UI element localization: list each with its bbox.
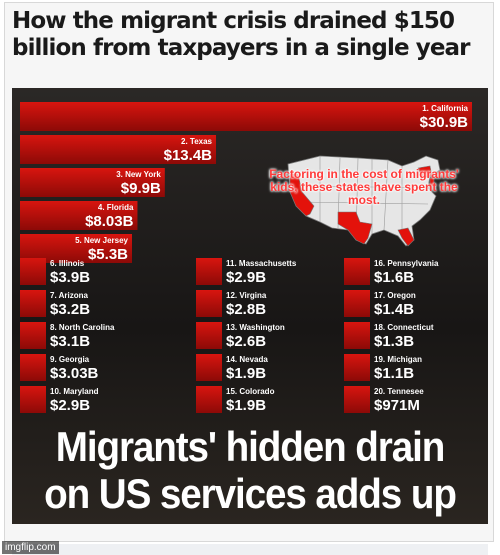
state-value-label: $1.3B [374,333,414,350]
state-value-label: $2.8B [226,301,266,318]
state-rank-label: 9. Georgia [50,355,90,364]
state-rank-label: 5. New Jersey [75,236,128,245]
state-value-label: $1.9B [226,365,266,382]
state-tile [196,354,222,381]
state-tile [344,354,370,381]
infographic-panel: Factoring in the cost of migrants' kids,… [12,88,488,524]
state-bar [20,135,217,164]
state-rank-label: 20. Tennesee [374,387,424,396]
state-tile [196,290,222,317]
state-value-label: $8.03B [85,213,134,230]
florida-shape [397,227,415,247]
state-rank-label: 17. Oregon [374,291,416,300]
state-bar [20,102,472,131]
state-rank-label: 19. Michigan [374,355,422,364]
state-bar [20,168,165,197]
state-tile [344,322,370,349]
bottom-toolbar-strip [12,544,488,555]
state-value-label: $971M [374,397,420,414]
state-rank-label: 12. Virgina [226,291,267,300]
state-rank-label: 2. Texas [181,137,213,146]
state-tile [344,258,370,285]
new-york-shape [417,165,433,179]
state-value-label: $2.9B [50,397,90,414]
state-value-label: $1.9B [226,397,266,414]
state-tile [20,354,46,381]
state-tile [344,386,370,413]
state-grid-lines [299,156,431,241]
state-tile [20,386,46,413]
state-rank-label: 11. Massachusetts [226,259,297,268]
state-rank-label: 15. Colorado [226,387,275,396]
state-tile [20,258,46,285]
state-rank-label: 7. Arizona [50,291,88,300]
state-rank-label: 18. Connecticut [374,323,434,332]
state-tile [196,386,222,413]
state-value-label: $1.6B [374,269,414,286]
us-map-illustration [287,155,441,247]
new-jersey-shape [429,177,435,187]
state-value-label: $2.6B [226,333,266,350]
state-bar [20,201,138,230]
state-tile [196,322,222,349]
state-rank-label: 6. Illinois [50,259,85,268]
state-value-label: $3.9B [50,269,90,286]
state-value-label: $3.2B [50,301,90,318]
state-value-label: $3.03B [50,365,99,382]
state-rank-label: 10. Maryland [50,387,99,396]
state-rank-label: 1. California [422,104,468,113]
state-rank-label: 3. New York [116,170,161,179]
state-cost-chart: 1. California$30.9B 2. Texas$13.4B3. New … [20,102,472,414]
state-value-label: $5.3B [88,246,128,263]
state-tile [20,290,46,317]
state-value-label: $13.4B [164,147,213,164]
state-tile [344,290,370,317]
state-rank-label: 14. Nevada [226,355,268,364]
texas-shape [337,211,373,245]
state-value-label: $30.9B [420,114,469,131]
state-rank-label: 13. Washington [226,323,285,332]
state-rank-label: 8. North Carolina [50,323,115,332]
state-value-label: $3.1B [50,333,90,350]
watermark: imgflip.com [2,541,59,554]
state-rank-label: 4. Florida [98,203,134,212]
bottom-headline: Migrants' hidden drain on US services ad… [44,423,457,517]
headline: How the migrant crisis drained $150 bill… [12,8,471,61]
map-caption: Factoring in the cost of migrants' kids,… [269,167,459,207]
state-value-label: $9.9B [121,180,161,197]
state-tile [20,322,46,349]
state-value-label: $1.4B [374,301,414,318]
state-value-label: $1.1B [374,365,414,382]
state-rank-label: 16. Pennsylvania [374,259,439,268]
state-tile [196,258,222,285]
california-shape [289,173,315,217]
state-value-label: $2.9B [226,269,266,286]
